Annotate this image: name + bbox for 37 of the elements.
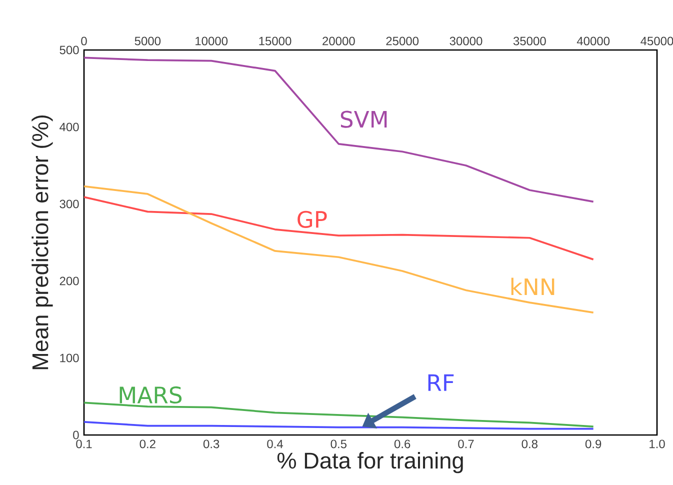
y-tick-label: 100 bbox=[60, 354, 79, 362]
x-tick-label: 0.1 bbox=[76, 440, 92, 448]
x-tick-label: 0.2 bbox=[140, 440, 156, 448]
x-tick-label: 0.9 bbox=[585, 440, 602, 448]
x2-tick-label: 0 bbox=[81, 36, 87, 46]
x2-tick-label: 10000 bbox=[196, 36, 228, 46]
series-label: GP bbox=[298, 210, 327, 228]
series-label: RF bbox=[428, 374, 454, 391]
x2-tick-label: 45000 bbox=[640, 36, 673, 46]
y-tick-label: 200 bbox=[60, 276, 79, 286]
y-tick-label: 400 bbox=[60, 122, 79, 132]
line-series bbox=[84, 420, 594, 430]
x2-tick-label: 25000 bbox=[386, 36, 419, 46]
x2-tick-label: 20000 bbox=[322, 36, 355, 46]
y-tick-label: 300 bbox=[60, 200, 79, 208]
line-series bbox=[84, 56, 594, 203]
y-tick-label: 0 bbox=[73, 430, 79, 440]
series-label: SVM bbox=[340, 110, 387, 128]
x-tick-label: 0.6 bbox=[394, 440, 410, 448]
x-tick-label: 1.0 bbox=[650, 440, 665, 448]
x2-tick-label: 15000 bbox=[259, 36, 292, 46]
x-axis-title: % Data for training bbox=[277, 452, 463, 474]
x-tick-label: 0.3 bbox=[203, 440, 220, 448]
line-series bbox=[84, 185, 594, 314]
x2-tick-label: 35000 bbox=[513, 36, 546, 46]
x-tick-label: 0.7 bbox=[458, 440, 474, 448]
x2-tick-label: 5000 bbox=[134, 36, 161, 46]
y-axis-title: Mean prediction error (%) bbox=[32, 115, 53, 370]
x2-tick-label: 30000 bbox=[450, 36, 482, 46]
series-label: MARS bbox=[120, 386, 182, 404]
x-tick-label: 0.4 bbox=[267, 440, 283, 448]
x-tick-label: 0.5 bbox=[330, 440, 347, 448]
y-tick-label: 500 bbox=[60, 46, 79, 54]
x-tick-label: 0.8 bbox=[522, 440, 538, 448]
x2-tick-label: 40000 bbox=[576, 36, 610, 46]
series-label: kNN bbox=[511, 278, 554, 295]
line-series bbox=[84, 196, 594, 260]
